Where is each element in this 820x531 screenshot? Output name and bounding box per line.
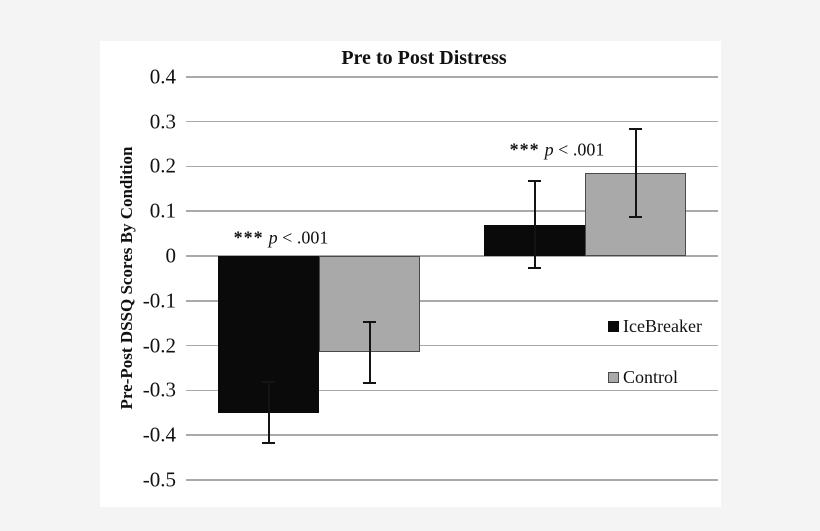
error-bar-control-group1 (363, 320, 376, 384)
legend-swatch-control (608, 371, 619, 383)
error-bar-icebreaker-group2 (528, 179, 541, 270)
gridline-0.3 (186, 120, 718, 123)
gridline--0.5 (186, 479, 718, 481)
y-tick-label-0.1: 0.1 (149, 198, 176, 223)
gridline--0.1 (186, 300, 718, 302)
error-bar-cap-bottom (262, 442, 275, 445)
error-bar-cap-top (629, 128, 642, 131)
error-bar-cap-top (528, 179, 541, 182)
gridline--0.4 (186, 434, 718, 436)
error-bar-icebreaker-group1 (262, 381, 275, 445)
gridline--0.3 (186, 389, 718, 392)
legend-swatch-icebreaker (608, 320, 619, 332)
chart-title: Pre to Post Distress (341, 47, 507, 69)
y-tick-label--0.3: -0.3 (142, 377, 176, 402)
y-tick-label--0.5: -0.5 (142, 467, 176, 492)
y-axis-title: Pre-Post DSSQ Scores By Condition (117, 146, 136, 410)
gridline-0 (186, 255, 718, 257)
error-bar-cap-top (262, 381, 275, 384)
error-bar-cap-bottom (363, 381, 376, 384)
y-tick-label--0.2: -0.2 (142, 333, 176, 358)
y-tick-label--0.1: -0.1 (142, 288, 176, 313)
annotation-stars: *** (233, 227, 264, 248)
annotation-p-value: < .001 (553, 139, 605, 160)
y-tick-label-0.2: 0.2 (149, 153, 176, 178)
legend-label-control: Control (623, 367, 679, 387)
y-tick-label-0.3: 0.3 (149, 109, 176, 134)
significance-annotation-group1: *** p < .001 (234, 228, 329, 249)
annotation-p-symbol: p (544, 139, 554, 160)
gridline-0.1 (186, 210, 718, 212)
error-bar-line (533, 179, 536, 270)
y-tick-label--0.4: -0.4 (142, 422, 176, 447)
gridline--0.2 (186, 344, 718, 347)
error-bar-cap-top (363, 320, 376, 323)
error-bar-line (634, 128, 637, 218)
error-bar-line (368, 320, 371, 384)
error-bar-cap-bottom (629, 215, 642, 218)
gridline-0.4 (186, 76, 718, 78)
y-tick-label-0.4: 0.4 (149, 64, 176, 89)
annotation-p-value: < .001 (277, 227, 329, 248)
annotation-p-symbol: p (268, 227, 278, 248)
error-bar-control-group2 (629, 128, 642, 218)
legend-item-control: Control (608, 368, 678, 386)
error-bar-line (267, 381, 270, 445)
significance-annotation-group2: *** p < .001 (510, 140, 605, 161)
gridline-0.2 (186, 165, 718, 168)
annotation-stars: *** (509, 139, 540, 160)
y-tick-label-0: 0 (165, 243, 177, 268)
legend-label-icebreaker: IceBreaker (623, 316, 702, 336)
error-bar-cap-bottom (528, 267, 541, 270)
legend-item-icebreaker: IceBreaker (608, 317, 702, 335)
